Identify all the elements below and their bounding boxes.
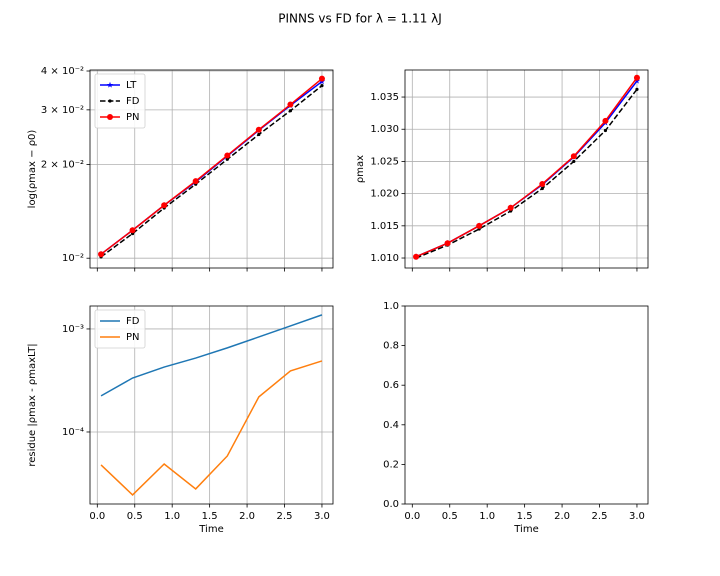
x-tick-label: 2.5	[277, 511, 293, 522]
marker	[224, 152, 231, 159]
marker	[129, 227, 136, 234]
legend-marker	[108, 99, 112, 103]
marker	[287, 101, 294, 108]
marker	[255, 126, 262, 133]
x-tick-label: 2.0	[554, 511, 570, 522]
marker	[192, 178, 199, 185]
y-axis-label: ρmax	[355, 155, 366, 183]
y-tick-label: 0.8	[383, 341, 399, 352]
marker	[257, 132, 261, 137]
y-tick-label: 0.2	[383, 459, 399, 470]
x-tick-label: 0.0	[404, 511, 420, 522]
marker	[572, 159, 576, 164]
y-tick-label: 0.6	[383, 380, 399, 391]
x-tick-label: 0.5	[442, 511, 458, 522]
x-tick-label: 1.0	[164, 511, 180, 522]
marker	[320, 84, 324, 88]
legend-label: PN	[126, 112, 140, 123]
legend-box	[94, 309, 146, 349]
axes-frame	[89, 305, 334, 505]
series-line	[415, 88, 638, 259]
y-tick-label: 1.030	[370, 124, 399, 135]
axes-frame	[404, 69, 649, 269]
y-axis-label: residue |ρmax - ρmaxLT|	[27, 343, 38, 466]
y-tick-label: 3 × 10⁻²	[41, 105, 84, 116]
y-tick-label: 4 × 10⁻²	[41, 66, 84, 77]
y-tick-label: 10⁻⁴	[62, 427, 84, 438]
marker	[161, 202, 168, 209]
subplot: 0.0 0.5 1.0 1.5 2.0 2.5 3.0 0.0 0.2 0.4 0.6 0.8 1.0 T…	[383, 301, 649, 535]
marker	[476, 222, 483, 229]
y-tick-label: 10⁻²	[62, 253, 84, 264]
legend-label: FD	[126, 316, 140, 327]
x-tick-label: 1.5	[202, 511, 218, 522]
marker	[570, 153, 577, 160]
subplot: 10⁻² 2 × 10⁻² 3 × 10⁻² 4 × 10⁻² log(ρmax − ρ…	[27, 66, 334, 272]
y-tick-label: 10⁻³	[62, 324, 84, 335]
series-line	[100, 78, 323, 255]
y-tick-label: 1.0	[383, 301, 399, 312]
marker	[633, 74, 640, 81]
y-tick-label: 0.0	[383, 499, 399, 510]
x-tick-label: 2.5	[592, 511, 608, 522]
marker	[540, 186, 544, 191]
series-line	[100, 360, 323, 496]
y-axis-label: log(ρmax − ρ0)	[27, 130, 38, 209]
legend-marker	[107, 114, 113, 120]
x-tick-label: 0.5	[127, 511, 143, 522]
series-line	[415, 77, 638, 258]
marker	[98, 251, 105, 258]
subplot: 1.010 1.015 1.020 1.025 1.030 1.035 ρmax	[355, 69, 649, 272]
marker	[602, 117, 609, 124]
y-tick-label: 1.010	[370, 253, 399, 264]
x-axis-label: Time	[198, 524, 223, 535]
marker	[507, 204, 514, 211]
legend-marker	[106, 81, 114, 88]
marker	[318, 75, 325, 82]
legend-label: PN	[126, 332, 140, 343]
marker	[635, 87, 639, 91]
series-line	[100, 314, 323, 397]
marker	[603, 128, 608, 133]
x-tick-label: 3.0	[629, 511, 645, 522]
legend-label: FD	[126, 96, 140, 107]
x-tick-label: 3.0	[314, 511, 330, 522]
marker	[539, 180, 546, 187]
x-tick-label: 2.0	[239, 511, 255, 522]
x-tick-label: 1.0	[479, 511, 495, 522]
figure-title: PINNS vs FD for λ = 1.11 λJ	[278, 12, 442, 26]
x-tick-label: 0.0	[89, 511, 105, 522]
marker	[413, 253, 420, 260]
subplot: 0.0 0.5 1.0 1.5 2.0 2.5 3.0 10⁻⁴ 10⁻³ Time residue…	[27, 305, 334, 535]
x-axis-label: Time	[513, 524, 538, 535]
legend-label: LT	[126, 80, 137, 91]
axes-frame	[89, 69, 334, 269]
y-tick-label: 1.035	[370, 92, 399, 103]
y-tick-label: 2 × 10⁻²	[41, 160, 84, 171]
y-tick-label: 1.020	[370, 189, 399, 200]
y-tick-label: 1.015	[370, 221, 399, 232]
y-tick-label: 1.025	[370, 156, 399, 167]
plot-area	[405, 70, 648, 268]
marker	[444, 240, 451, 247]
axes-frame	[404, 305, 649, 505]
plot-area	[405, 306, 648, 504]
series-line	[100, 85, 323, 258]
y-tick-label: 0.4	[383, 420, 399, 431]
marker	[225, 157, 229, 161]
x-tick-label: 1.5	[517, 511, 533, 522]
marker	[288, 109, 293, 113]
